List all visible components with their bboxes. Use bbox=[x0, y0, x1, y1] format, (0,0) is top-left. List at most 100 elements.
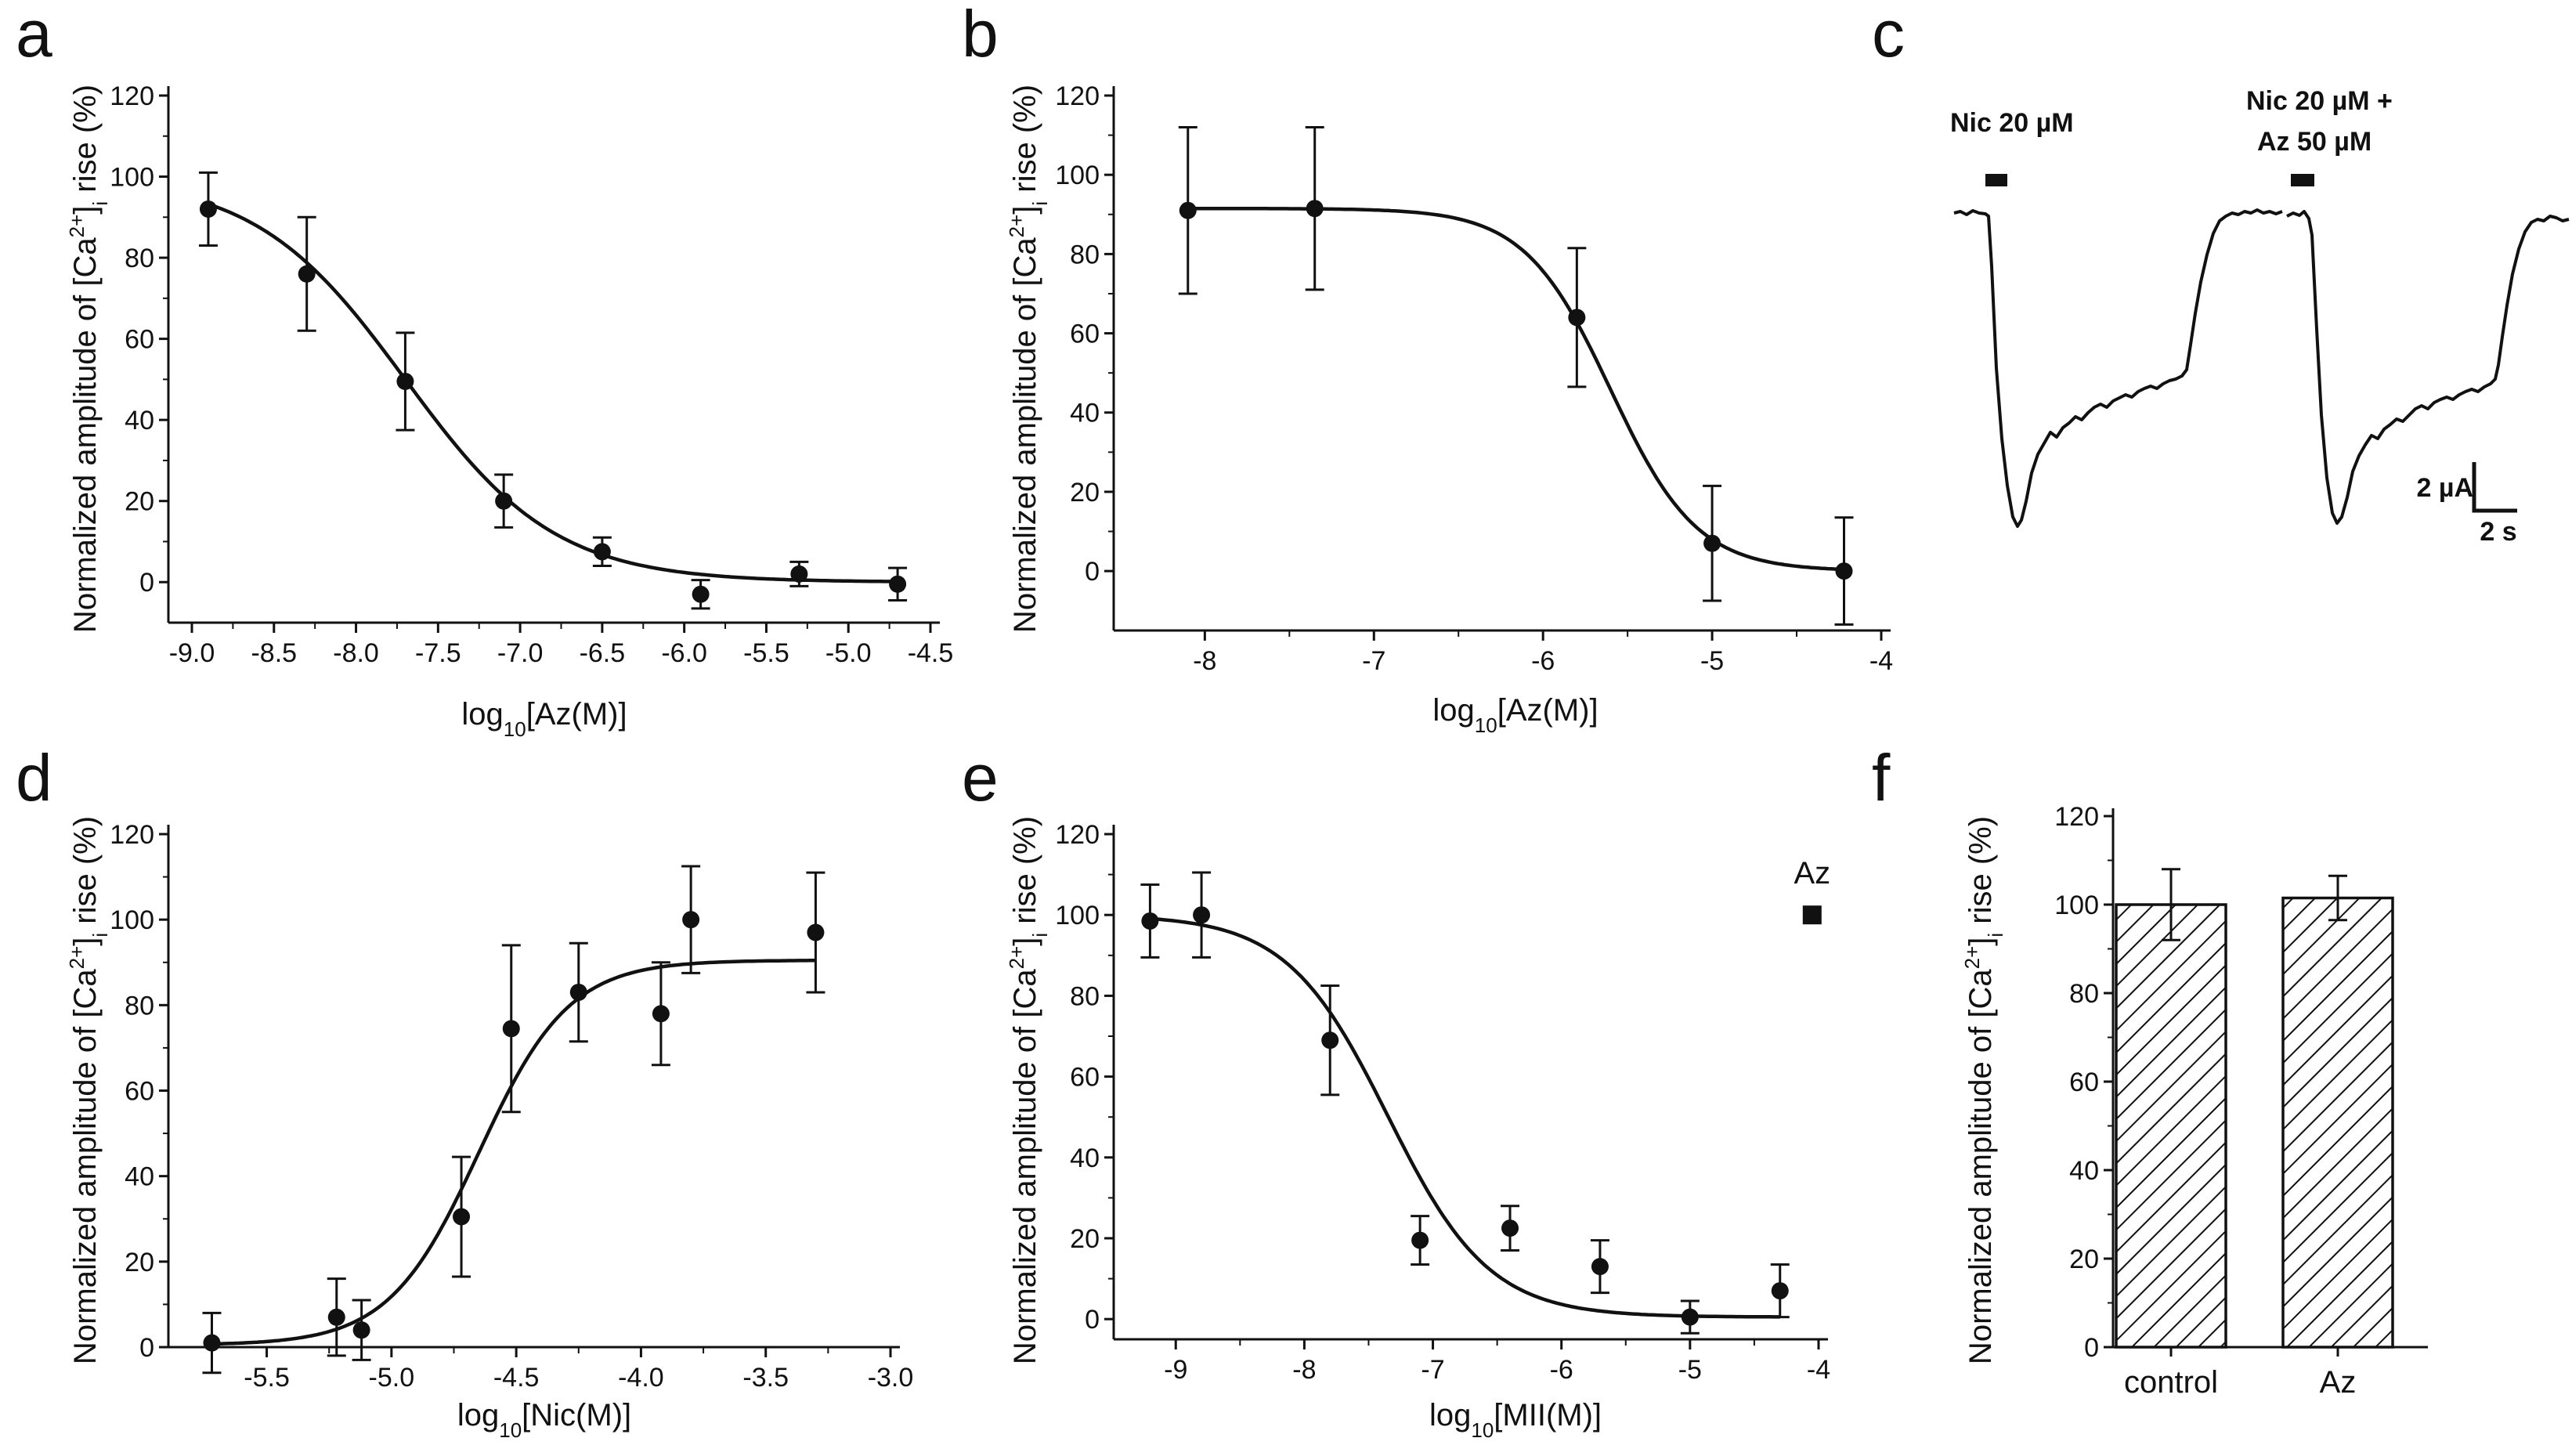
y-tick-label-e-4: 80 bbox=[1070, 981, 1100, 1011]
data-point-d-2 bbox=[352, 1321, 370, 1339]
y-tick-label-a-4: 80 bbox=[125, 244, 154, 273]
data-point-b-0 bbox=[1179, 201, 1197, 219]
y-tick-label-e-6: 120 bbox=[1055, 820, 1100, 850]
y-axis-title-part-b-3: i bbox=[1028, 201, 1052, 206]
chart-panel-f: 0 20 40 60 80 100 120 control Az Normalized ampli… bbox=[1960, 802, 2428, 1400]
x-tick-label-e-0: -9 bbox=[1164, 1355, 1187, 1385]
fit-curve-a bbox=[208, 202, 898, 583]
trace2-current bbox=[2286, 210, 2570, 525]
panel-label-c: c bbox=[1872, 0, 1905, 70]
x-tick-label-a-3: -7.5 bbox=[415, 638, 461, 668]
fit-curve-e bbox=[1150, 916, 1780, 1319]
y-tick-label-a-3: 60 bbox=[125, 325, 154, 355]
x-tick-label-d-5: -3.0 bbox=[868, 1363, 914, 1393]
data-point-e-0 bbox=[1141, 912, 1159, 930]
y-tick-label-b-5: 100 bbox=[1055, 161, 1100, 190]
x-axis-title-arg-a: [Az(M)] bbox=[526, 697, 627, 732]
y-tick-label-d-3: 60 bbox=[125, 1077, 154, 1107]
x-tick-label-e-3: -6 bbox=[1550, 1355, 1573, 1385]
x-tick-label-d-4: -3.5 bbox=[742, 1363, 789, 1393]
trace2-label-line1: Nic 20 µM + bbox=[2246, 86, 2393, 116]
scale-bar-time-label: 2 s bbox=[2480, 517, 2516, 547]
x-axis-title-arg-d: [Nic(M)] bbox=[522, 1398, 631, 1433]
trace1-label: Nic 20 µM bbox=[1950, 108, 2074, 138]
y-axis-title-f: Normalized amplitude of [Ca2+]i rise (%) bbox=[1960, 816, 2007, 1364]
x-tick-label-a-6: -6.0 bbox=[661, 638, 707, 668]
x-tick-label-a-5: -6.5 bbox=[580, 638, 626, 668]
y-tick-label-b-3: 60 bbox=[1070, 320, 1100, 349]
fit-curve-b bbox=[1187, 206, 1844, 572]
y-tick-label-a-5: 100 bbox=[110, 163, 154, 193]
x-tick-label-e-5: -4 bbox=[1807, 1355, 1830, 1385]
x-tick-label-b-1: -7 bbox=[1362, 646, 1385, 676]
data-point-d-3 bbox=[453, 1208, 471, 1226]
bar-f-0 bbox=[2115, 903, 2227, 1349]
bar-f-1 bbox=[2281, 896, 2394, 1349]
chart-panel-e: 0 20 40 60 80 100 120 -9 -8 -7 -6 -5 -4 Az log10[MII(M… bbox=[1005, 816, 1830, 1442]
x-axis-title-b: log10[Az(M)] bbox=[1432, 693, 1598, 737]
x-tick-label-d-3: -4.0 bbox=[618, 1363, 664, 1393]
y-tick-label-e-2: 40 bbox=[1070, 1143, 1100, 1173]
y-axis-title-part-f-4: rise (%) bbox=[1963, 816, 1998, 933]
y-tick-label-f-0: 0 bbox=[2084, 1333, 2099, 1363]
fit-curve-d bbox=[211, 959, 816, 1346]
data-point-a-7 bbox=[889, 575, 907, 593]
chart-panel-d: 0 20 40 60 80 100 120 -5.5 -5.0 -4.5 -4.0 -3.5 -3.0 l… bbox=[65, 816, 913, 1442]
y-axis-title-b: Normalized amplitude of [Ca2+]i rise (%) bbox=[1005, 85, 1052, 633]
chart-panel-a: 0 20 40 60 80 100 120 -9.0 -8.5 -8.0 -7.5 -7.0 -6.5 -… bbox=[65, 81, 953, 741]
y-axis-title-part-a-2: ] bbox=[68, 206, 103, 215]
panel-label-b: b bbox=[962, 0, 999, 70]
trace2-application-bar bbox=[2291, 174, 2314, 186]
x-axis-title-log-b: log bbox=[1432, 693, 1474, 728]
y-axis-title-part-d-3: i bbox=[89, 933, 112, 938]
panel-label-e: e bbox=[962, 741, 999, 815]
x-tick-label-b-0: -8 bbox=[1193, 646, 1216, 676]
x-axis-title-log-a: log bbox=[461, 697, 503, 732]
data-point-a-3 bbox=[495, 492, 513, 510]
data-point-b-4 bbox=[1835, 562, 1853, 580]
data-point-e-2 bbox=[1321, 1031, 1339, 1050]
y-tick-label-b-2: 40 bbox=[1070, 399, 1100, 428]
x-tick-label-a-9: -4.5 bbox=[908, 638, 954, 668]
y-axis-title-part-d-0: Normalized amplitude of [Ca bbox=[68, 969, 103, 1364]
y-tick-label-b-0: 0 bbox=[1085, 557, 1100, 587]
y-axis-title-part-e-3: i bbox=[1028, 933, 1052, 938]
chart-panel-b: 0 20 40 60 80 100 120 -8 -7 -6 -5 -4 log10[Az(M)] Nor… bbox=[1005, 81, 1893, 737]
y-tick-label-a-0: 0 bbox=[139, 568, 154, 598]
y-tick-label-e-1: 20 bbox=[1070, 1224, 1100, 1254]
data-point-d-1 bbox=[327, 1308, 345, 1326]
data-point-d-4 bbox=[502, 1020, 520, 1038]
y-axis-title-part-b-0: Normalized amplitude of [Ca bbox=[1008, 237, 1042, 633]
y-axis-title-part-a-0: Normalized amplitude of [Ca bbox=[68, 237, 103, 633]
y-tick-label-e-0: 0 bbox=[1085, 1305, 1100, 1335]
y-axis-title-e: Normalized amplitude of [Ca2+]i rise (%) bbox=[1005, 816, 1052, 1364]
y-axis-title-part-e-4: rise (%) bbox=[1008, 816, 1042, 933]
x-tick-label-a-8: -5.0 bbox=[825, 638, 872, 668]
y-tick-label-d-0: 0 bbox=[139, 1333, 154, 1363]
y-axis-title-d: Normalized amplitude of [Ca2+]i rise (%) bbox=[65, 816, 112, 1364]
data-point-a-2 bbox=[396, 372, 414, 390]
x-tick-label-a-0: -9.0 bbox=[169, 638, 215, 668]
y-tick-label-d-4: 80 bbox=[125, 991, 154, 1021]
y-tick-label-e-3: 60 bbox=[1070, 1063, 1100, 1093]
data-point-a-0 bbox=[199, 200, 217, 218]
x-tick-label-a-1: -8.5 bbox=[251, 638, 297, 668]
y-tick-label-f-5: 100 bbox=[2054, 891, 2099, 920]
y-tick-label-f-2: 40 bbox=[2069, 1156, 2099, 1186]
panel-label-a: a bbox=[16, 0, 52, 70]
y-axis-title-part-f-3: i bbox=[1984, 933, 2007, 938]
y-axis-title-part-f-0: Normalized amplitude of [Ca bbox=[1963, 969, 1998, 1364]
x-tick-label-b-3: -5 bbox=[1700, 646, 1724, 676]
y-tick-label-f-6: 120 bbox=[2054, 802, 2099, 832]
y-axis-title-part-a-3: i bbox=[89, 201, 112, 206]
x-axis-title-sub-e: 10 bbox=[1471, 1418, 1494, 1442]
data-point-a-5 bbox=[692, 585, 710, 603]
data-point-b-2 bbox=[1568, 309, 1586, 327]
data-point-a-4 bbox=[593, 543, 611, 561]
y-tick-label-d-1: 20 bbox=[125, 1248, 154, 1277]
trace1-current bbox=[1953, 208, 2283, 528]
x-axis-title-arg-e: [MII(M)] bbox=[1494, 1398, 1602, 1433]
data-point-d-0 bbox=[203, 1334, 221, 1352]
x-tick-label-d-2: -4.5 bbox=[493, 1363, 540, 1393]
